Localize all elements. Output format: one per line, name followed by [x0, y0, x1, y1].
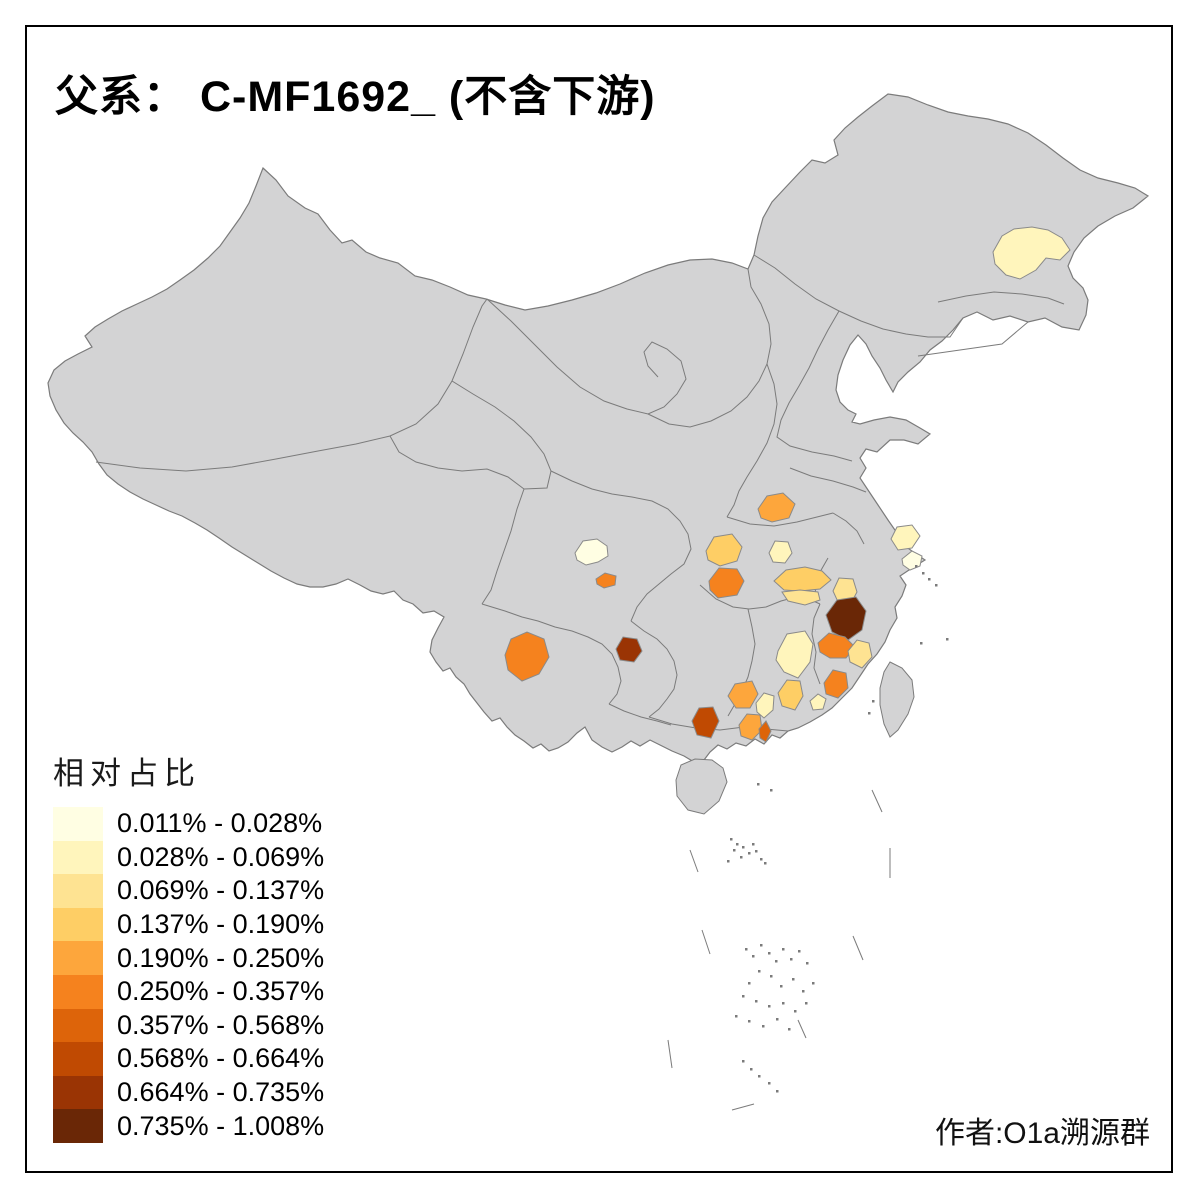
legend-range-label: 0.190% - 0.250% [117, 942, 325, 973]
map-region-region-16 [775, 630, 814, 679]
legend-range-label: 0.357% - 0.568% [117, 1009, 325, 1040]
map-region-region-24 [758, 720, 772, 743]
legend-range-label: 0.011% - 0.028% [117, 808, 323, 839]
map-region-region-02 [574, 538, 609, 566]
legend-color-swatch [53, 874, 103, 908]
legend-color-swatch [53, 1075, 103, 1110]
legend-color-swatch [53, 1042, 103, 1076]
legend-range-label: 0.137% - 0.190% [117, 909, 325, 940]
map-region-region-19 [777, 679, 804, 711]
choropleth-regions [504, 226, 1071, 743]
map-region-region-07 [757, 492, 796, 523]
map-region-region-21 [727, 680, 759, 709]
legend-row: 0.190% - 0.250% [53, 941, 324, 975]
legend-row: 0.735% - 1.008% [53, 1109, 324, 1143]
legend-row: 0.028% - 0.069% [53, 840, 325, 875]
legend-title: 相对占比 [53, 756, 201, 791]
legend-row: 0.069% - 0.137% [53, 874, 324, 908]
small-island-dots [727, 565, 949, 1093]
taiwan-island [879, 661, 915, 738]
legend-color-swatch [53, 807, 103, 841]
legend-row: 0.357% - 0.568% [53, 1008, 325, 1043]
nine-dash-line-segments [667, 789, 891, 1111]
legend-range-label: 0.664% - 0.735% [117, 1077, 325, 1108]
map-region-region-05 [615, 636, 643, 663]
map-region-region-04 [504, 631, 550, 682]
map-region-region-11 [773, 566, 832, 592]
legend-color-swatch [53, 1008, 103, 1043]
legend-color-swatch [53, 1109, 103, 1143]
page-title: 父系： C-MF1692_ (不含下游) [55, 73, 656, 121]
legend-row: 0.568% - 0.664% [53, 1042, 324, 1076]
mainland-outline [47, 93, 1150, 784]
legend-range-label: 0.250% - 0.357% [117, 976, 325, 1007]
map-region-region-03 [595, 572, 617, 589]
legend-color-swatch [53, 840, 103, 875]
map-region-region-09 [708, 567, 745, 599]
map-region-region-18 [823, 669, 849, 699]
map-region-region-14 [825, 596, 867, 641]
map-region-region-12 [781, 589, 821, 606]
legend-color-swatch [53, 974, 103, 1009]
islands-and-sea-lines [667, 565, 949, 1111]
hainan-island [675, 758, 728, 815]
map-region-region-08 [705, 533, 743, 567]
map-region-region-10 [768, 540, 793, 564]
legend-color-swatch [53, 941, 103, 975]
legend-rows: 0.011% - 0.028% 0.028% - 0.069% 0.069% -… [53, 807, 324, 1143]
map-region-region-06 [691, 706, 720, 739]
legend-row: 0.664% - 0.735% [53, 1075, 325, 1110]
legend: 相对占比 0.011% - 0.028% 0.028% - 0.069% 0.0… [53, 748, 324, 1143]
map-region-region-01 [992, 226, 1071, 280]
map-region-region-17 [847, 639, 873, 669]
legend-range-label: 0.568% - 0.664% [117, 1043, 325, 1074]
author-credit: 作者:O1a溯源群 [934, 1117, 1150, 1150]
legend-range-label: 0.735% - 1.008% [117, 1110, 325, 1141]
map-region-region-22 [755, 692, 775, 719]
legend-row: 0.250% - 0.357% [53, 974, 325, 1009]
legend-color-swatch [53, 907, 103, 942]
legend-range-label: 0.028% - 0.069% [117, 841, 325, 872]
map-region-region-25 [890, 524, 921, 551]
map-region-region-20 [809, 693, 827, 711]
province-borders [95, 254, 1065, 732]
legend-row: 0.011% - 0.028% [53, 807, 324, 841]
legend-row: 0.137% - 0.190% [53, 907, 325, 942]
legend-range-label: 0.069% - 0.137% [117, 875, 325, 906]
